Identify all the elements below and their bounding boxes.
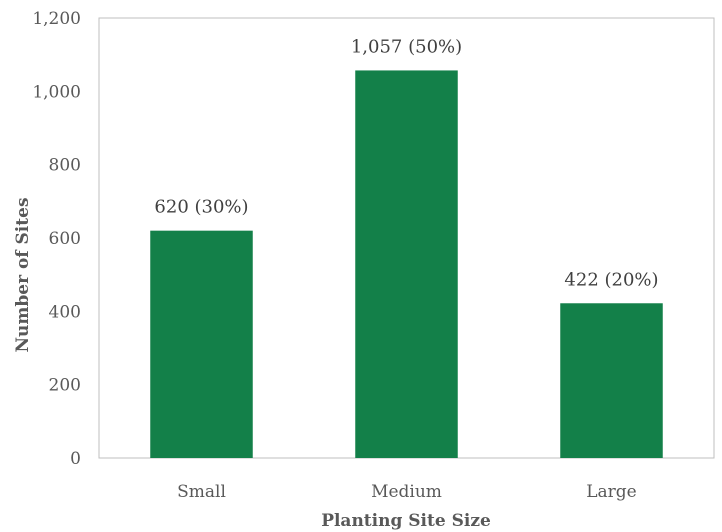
bar-small <box>150 230 253 458</box>
y-tick-label: 400 <box>49 302 81 322</box>
x-axis-ticks: Small Medium Large <box>177 482 637 502</box>
x-axis-title: Planting Site Size <box>321 511 491 531</box>
y-axis-ticks: 0 200 400 600 800 1,000 1,200 <box>32 9 81 469</box>
data-labels: 620 (30%) 1,057 (50%) 422 (20%) <box>154 36 658 290</box>
data-label-small: 620 (30%) <box>154 197 248 218</box>
x-tick-label-medium: Medium <box>371 482 442 502</box>
y-tick-label: 800 <box>49 156 81 176</box>
bar-large <box>560 303 663 458</box>
bars <box>150 70 663 458</box>
y-axis-title: Number of Sites <box>13 197 33 352</box>
y-tick-label: 1,200 <box>32 9 81 29</box>
y-tick-label: 600 <box>49 229 81 249</box>
bar-medium <box>355 70 458 458</box>
y-tick-label: 1,000 <box>32 82 81 102</box>
y-tick-label: 0 <box>70 449 81 469</box>
data-label-medium: 1,057 (50%) <box>351 36 462 57</box>
data-label-large: 422 (20%) <box>564 269 658 290</box>
x-tick-label-small: Small <box>177 482 226 502</box>
x-tick-label-large: Large <box>586 482 637 502</box>
y-tick-label: 200 <box>49 376 81 396</box>
